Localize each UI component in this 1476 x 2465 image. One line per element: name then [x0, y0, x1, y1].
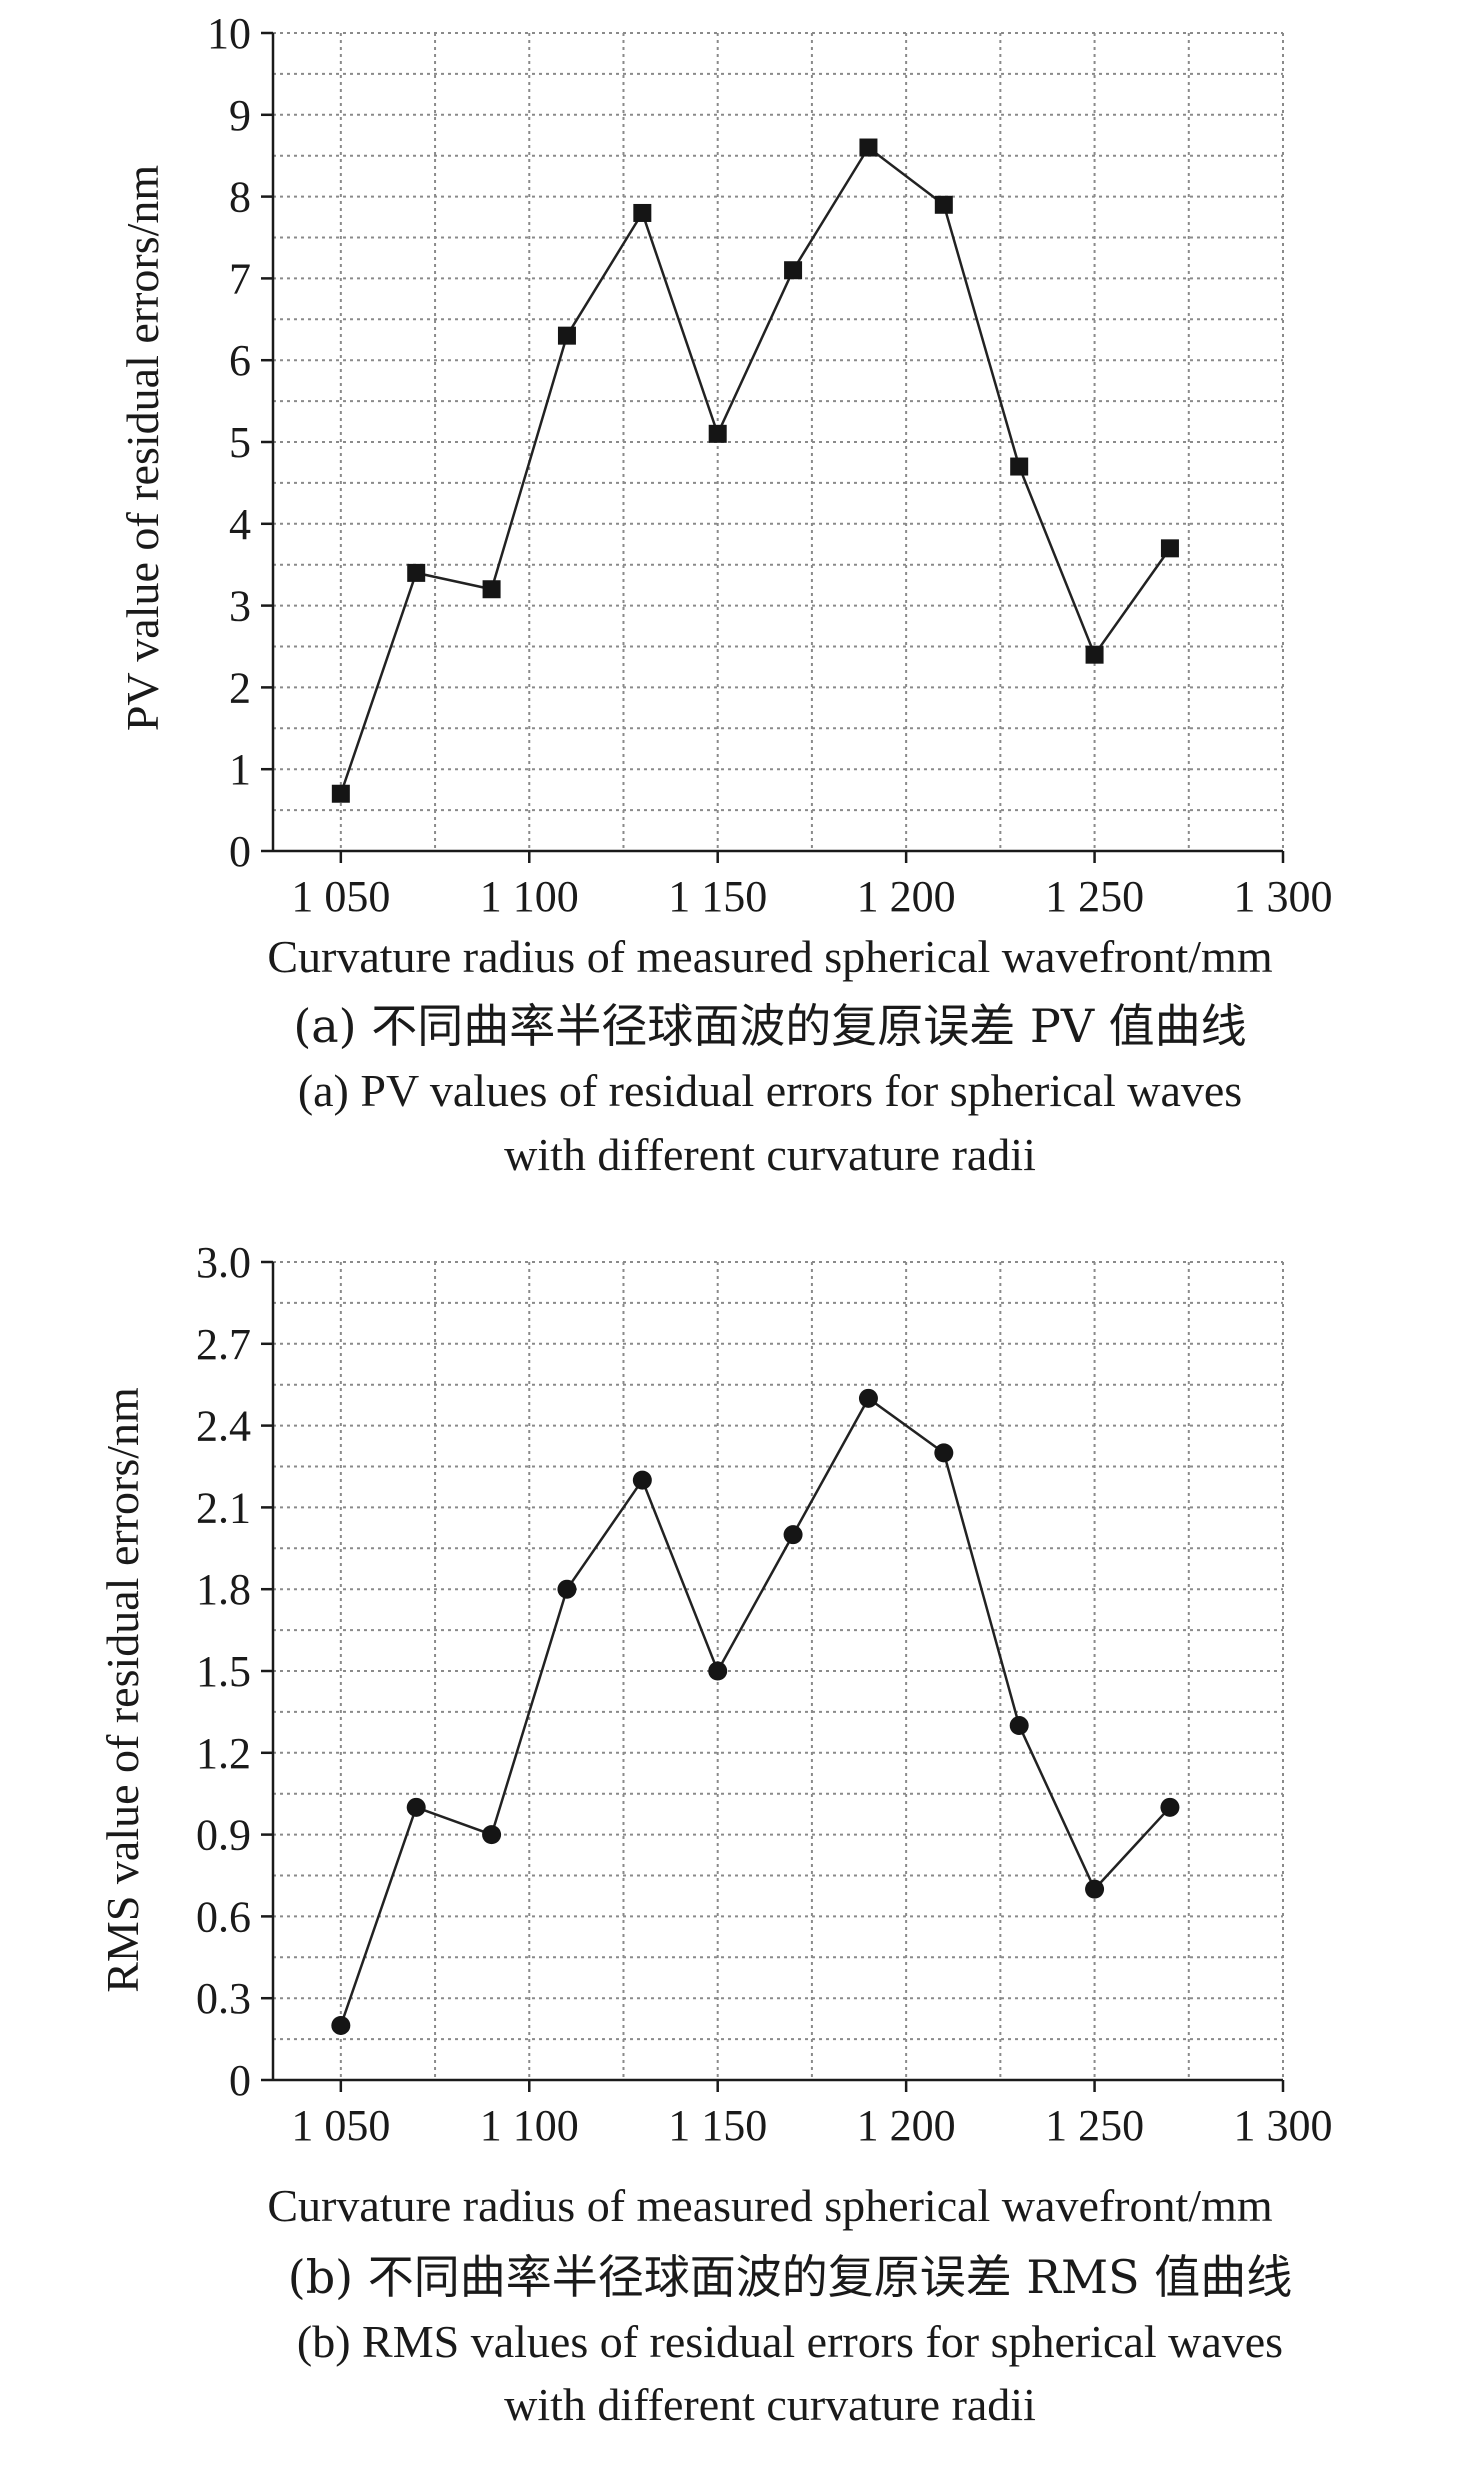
- pv-data-point: [934, 195, 953, 214]
- pv-caption-en-line1: (a) PV values of residual errors for sph…: [298, 1065, 1242, 1116]
- pv-caption-zh: (a) 不同曲率半径球面波的复原误差 PV 值曲线: [293, 999, 1246, 1053]
- rms-y-tick-label: 1.2: [196, 1729, 251, 1778]
- rms-caption-en-line1: (b) RMS values of residual errors for sp…: [297, 2316, 1283, 2367]
- rms-data-point: [482, 1825, 502, 1845]
- rms-y-tick-label: 2.1: [196, 1483, 251, 1532]
- pv-data-point: [557, 326, 576, 345]
- pv-tick-labels: 0 1 2 3 4 5 6 7 8 9 10 1 050 1 100 1 150 1 200 1 250 1 3…: [207, 9, 1333, 921]
- rms-data-point: [1160, 1797, 1180, 1817]
- rms-x-tick-label: 1 150: [668, 2101, 767, 2150]
- pv-x-tick-label: 1 050: [291, 872, 390, 921]
- rms-data-point: [331, 2015, 351, 2035]
- rms-y-tick-label: 0.3: [196, 1974, 251, 2023]
- rms-series-line: [339, 1396, 1171, 2026]
- pv-y-tick-label: 5: [229, 418, 251, 467]
- rms-data-point: [557, 1579, 577, 1599]
- rms-axes: [261, 1260, 1285, 2092]
- pv-grid: [273, 32, 1284, 851]
- pv-caption-en-line2: with different curvature radii: [504, 1129, 1036, 1180]
- pv-series: [331, 138, 1179, 803]
- pv-y-tick-label: 0: [229, 827, 251, 876]
- pv-y-tick-label: 9: [229, 91, 251, 140]
- pv-y-tick-label: 1: [229, 745, 251, 794]
- pv-data-point: [1160, 539, 1179, 558]
- pv-y-tick-label: 2: [229, 663, 251, 712]
- pv-series-line: [339, 145, 1171, 795]
- pv-data-point: [784, 261, 803, 280]
- rms-y-tick-label: 1.8: [196, 1565, 251, 1614]
- rms-y-axis-label: RMS value of residual errors/nm: [97, 1387, 148, 1993]
- rms-data-point: [1009, 1716, 1029, 1736]
- pv-y-tick-label: 6: [229, 336, 251, 385]
- rms-x-tick-label: 1 200: [857, 2101, 956, 2150]
- rms-data-point: [934, 1443, 954, 1463]
- pv-data-point: [1085, 645, 1104, 664]
- pv-x-tick-label: 1 200: [857, 872, 956, 921]
- rms-y-tick-label: 3.0: [196, 1238, 251, 1287]
- rms-y-tick-label: 2.4: [196, 1402, 251, 1451]
- pv-y-tick-label: 4: [229, 500, 251, 549]
- rms-x-tick-label: 1 100: [480, 2101, 579, 2150]
- rms-caption-en-line2: with different curvature radii: [504, 2379, 1036, 2430]
- rms-data-point: [708, 1661, 728, 1681]
- pv-axes: [261, 31, 1285, 863]
- rms-panel: 0 0.3 0.6 0.9 1.2 1.5 1.8 2.1 2.4 2.7 3.0 1 050 1 10…: [97, 1238, 1333, 2430]
- rms-y-tick-label: 1.5: [196, 1647, 251, 1696]
- rms-x-tick-label: 1 050: [291, 2101, 390, 2150]
- pv-x-tick-label: 1 150: [668, 872, 767, 921]
- rms-data-point: [632, 1470, 652, 1490]
- rms-data-point: [858, 1388, 878, 1408]
- rms-x-tick-label: 1 300: [1234, 2101, 1333, 2150]
- rms-data-point: [406, 1797, 426, 1817]
- rms-grid: [273, 1261, 1284, 2080]
- rms-y-tick-label: 0.9: [196, 1811, 251, 1860]
- rms-caption-zh: (b) 不同曲率半径球面波的复原误差 RMS 值曲线: [288, 2250, 1292, 2304]
- pv-data-point: [482, 580, 501, 599]
- pv-y-tick-label: 8: [229, 173, 251, 222]
- rms-data-point: [783, 1525, 803, 1545]
- pv-y-tick-label: 10: [207, 9, 251, 58]
- pv-x-axis-label: Curvature radius of measured spherical w…: [267, 931, 1272, 982]
- pv-x-tick-label: 1 100: [480, 872, 579, 921]
- pv-data-point: [331, 784, 350, 803]
- pv-y-tick-label: 7: [229, 254, 251, 303]
- pv-data-point: [1010, 457, 1029, 476]
- pv-data-point: [859, 138, 878, 157]
- pv-data-point: [407, 563, 426, 582]
- pv-y-axis-label: PV value of residual errors/nm: [117, 165, 168, 732]
- rms-y-tick-label: 0: [229, 2056, 251, 2105]
- rms-y-tick-label: 0.6: [196, 1892, 251, 1941]
- rms-y-tick-label: 2.7: [196, 1320, 251, 1369]
- pv-x-tick-label: 1 300: [1234, 872, 1333, 921]
- rms-x-tick-label: 1 250: [1045, 2101, 1144, 2150]
- pv-data-point: [633, 203, 652, 222]
- rms-data-point: [1085, 1879, 1105, 1899]
- pv-y-tick-label: 3: [229, 582, 251, 631]
- rms-series: [331, 1388, 1180, 2035]
- pv-x-tick-label: 1 250: [1045, 872, 1144, 921]
- pv-data-point: [708, 424, 727, 443]
- pv-panel: 0 1 2 3 4 5 6 7 8 9 10 1 050 1 100 1 150 1 200 1 250 1 3…: [117, 9, 1333, 1180]
- rms-tick-labels: 0 0.3 0.6 0.9 1.2 1.5 1.8 2.1 2.4 2.7 3.0 1 050 1 10…: [196, 1238, 1333, 2150]
- rms-x-axis-label: Curvature radius of measured spherical w…: [267, 2180, 1272, 2231]
